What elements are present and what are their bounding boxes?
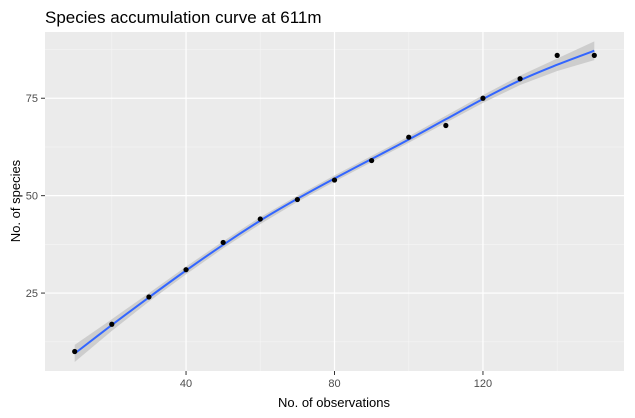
x-axis-title: No. of observations [278,395,391,410]
data-point [72,348,78,355]
x-tick-label: 40 [180,378,192,390]
y-tick-label: 75 [26,93,38,105]
y-tick-label: 50 [26,191,38,203]
x-tick-label: 80 [328,378,340,390]
confidence-band [74,41,595,363]
data-point [406,134,412,140]
data-point [591,52,597,58]
plot-area: 40 80 120 25 50 75 [26,32,624,390]
x-tick-label: 120 [474,378,492,390]
data-point [183,267,189,273]
data-point [331,177,338,183]
chart-title: Species accumulation curve at 611m [45,8,322,27]
data-point [220,239,226,246]
data-point [554,52,560,58]
y-axis-title: No. of species [8,159,23,242]
data-point [517,76,523,82]
data-point [294,196,300,203]
data-point [369,157,375,164]
data-point [109,321,115,327]
y-tick-label: 25 [26,288,38,300]
data-point [146,294,152,300]
data-point [443,122,449,129]
data-point [480,95,486,101]
data-point [257,216,263,222]
